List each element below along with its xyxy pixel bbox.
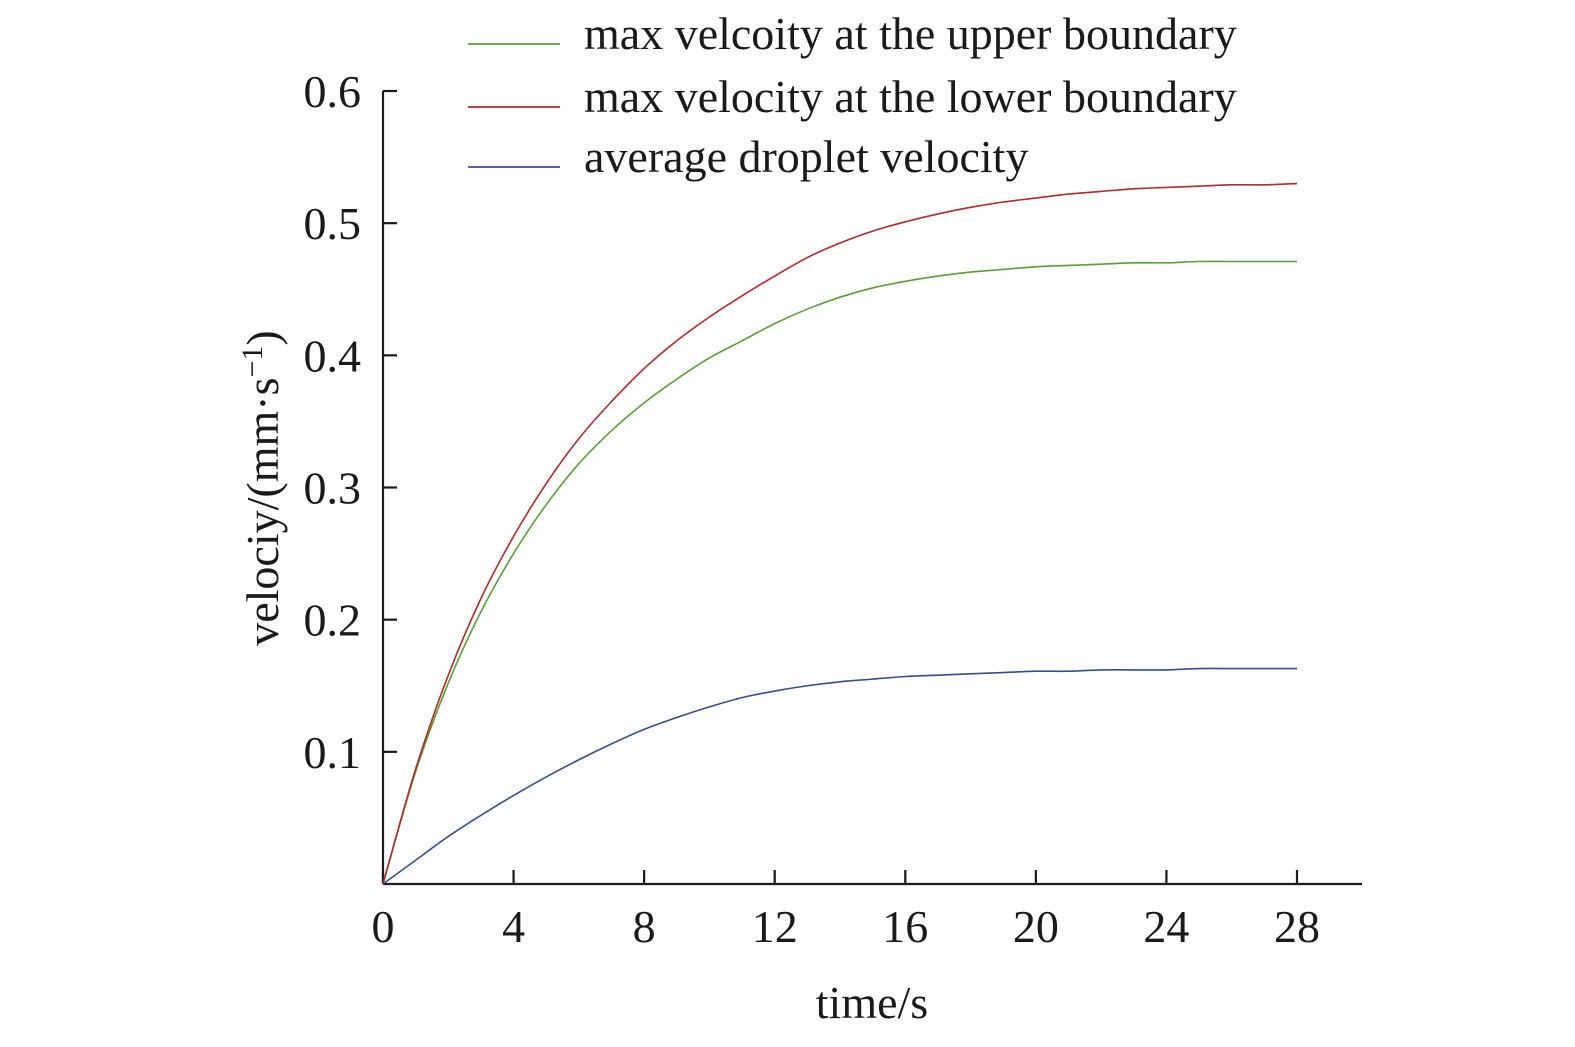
x-ticks: 0 4 8 12 16 20 24 28 <box>372 870 1320 952</box>
series-line-3 <box>382 667 1297 885</box>
series-group <box>382 182 1298 885</box>
x-tick-label: 28 <box>1274 901 1320 952</box>
y-tick-label: 0.1 <box>304 727 362 778</box>
y-tick-label: 0.5 <box>304 198 362 249</box>
y-axis-title-main: velociy/(mm·s <box>237 377 288 645</box>
y-tick-label: 0.2 <box>304 595 362 646</box>
y-axis-title-superscript: −1 <box>236 346 269 378</box>
series-line-2 <box>382 182 1298 885</box>
legend-label-2: max velocity at the lower boundary <box>584 71 1237 122</box>
y-tick-label: 0.3 <box>304 463 362 514</box>
legend-label-1: max velcoity at the upper boundary <box>584 8 1237 59</box>
series-line-1 <box>382 260 1297 885</box>
x-tick-label: 8 <box>633 901 656 952</box>
y-ticks: 0.1 0.2 0.3 0.4 0.5 0.6 <box>304 66 397 778</box>
x-tick-label: 0 <box>372 901 395 952</box>
legend: max velcoity at the upper boundary max ve… <box>468 8 1237 182</box>
x-tick-label: 12 <box>752 901 798 952</box>
x-tick-label: 16 <box>882 901 928 952</box>
x-tick-label: 4 <box>502 901 525 952</box>
x-axis-title: time/s <box>816 977 928 1028</box>
y-tick-label: 0.4 <box>304 330 362 381</box>
y-tick-label: 0.6 <box>304 66 362 117</box>
legend-label-3: average droplet velocity <box>584 131 1028 182</box>
x-tick-label: 24 <box>1143 901 1189 952</box>
x-tick-label: 20 <box>1013 901 1059 952</box>
y-axis-title: velociy/(mm·s−1) <box>236 330 289 646</box>
y-axis-title-close: ) <box>237 330 288 345</box>
axes <box>381 91 1362 886</box>
